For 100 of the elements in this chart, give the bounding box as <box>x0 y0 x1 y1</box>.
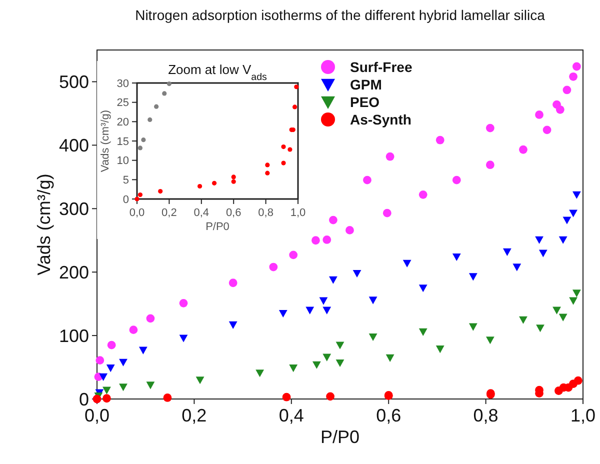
point <box>336 359 344 368</box>
point <box>368 296 378 304</box>
x-tick-label: 0,8 <box>258 206 274 219</box>
point <box>292 104 298 110</box>
point <box>382 208 392 218</box>
x-tick-label: 0,6 <box>226 206 242 219</box>
point <box>536 324 544 332</box>
point <box>154 104 159 109</box>
point <box>146 382 155 390</box>
x-tick-label: 0,0 <box>129 206 145 219</box>
point <box>96 356 104 364</box>
point <box>538 250 548 258</box>
y-tick-label: 100 <box>58 326 89 346</box>
point <box>146 314 155 323</box>
point <box>386 152 394 161</box>
y-tick-label: 500 <box>58 72 89 92</box>
legend-label: As-Synth <box>350 111 412 128</box>
point <box>322 236 332 244</box>
point <box>336 342 344 350</box>
point <box>352 270 362 278</box>
point <box>306 306 314 314</box>
chart-title: Zoom at low V$_{ads}$ <box>168 62 268 82</box>
point <box>542 126 552 134</box>
x-tick-label: 0,4 <box>278 405 304 426</box>
point <box>326 392 334 401</box>
point <box>163 394 172 402</box>
point <box>179 334 188 342</box>
point <box>558 236 568 244</box>
point <box>346 226 354 234</box>
point <box>418 190 428 199</box>
legend-label: Surf-Free <box>350 58 412 75</box>
point <box>322 306 332 314</box>
legend-label: PEO <box>350 94 380 110</box>
x-axis-title: P/P0 <box>320 427 360 448</box>
point <box>486 124 494 132</box>
point <box>179 298 188 308</box>
x-tick-label: 1,0 <box>570 405 596 426</box>
point <box>552 306 561 314</box>
point <box>486 336 494 344</box>
point <box>436 346 444 354</box>
point <box>99 373 108 381</box>
point <box>452 176 461 184</box>
point <box>278 310 288 318</box>
point <box>418 284 428 292</box>
point <box>281 160 286 166</box>
x-tick-label: 0,4 <box>194 206 210 219</box>
point <box>322 354 332 362</box>
point <box>368 333 378 342</box>
point <box>256 370 264 378</box>
point <box>138 192 143 198</box>
y-axis-title: Vads (cm³/g) <box>99 110 112 172</box>
point <box>502 248 512 256</box>
point <box>436 136 444 144</box>
y-tick-label: 15 <box>116 136 129 148</box>
point <box>138 146 143 150</box>
point <box>558 314 568 322</box>
x-tick-label: 1,0 <box>290 206 306 219</box>
x-tick-label: 0,8 <box>473 405 498 426</box>
point <box>312 361 321 369</box>
point <box>228 278 238 288</box>
y-tick-label: 300 <box>58 198 89 219</box>
point <box>212 180 217 186</box>
point <box>574 376 582 385</box>
point <box>102 394 111 403</box>
point <box>138 346 148 354</box>
x-tick-label: 0,2 <box>182 405 207 426</box>
point <box>102 386 111 394</box>
point <box>197 184 202 189</box>
x-axis-title: P/P0 <box>206 220 230 233</box>
point <box>402 260 412 268</box>
y-tick-label: 25 <box>116 97 129 110</box>
y-tick-label: 10 <box>116 155 129 168</box>
point <box>312 236 320 245</box>
point <box>106 364 115 372</box>
y-tick-label: 200 <box>58 262 89 282</box>
point <box>319 297 328 305</box>
point <box>281 144 286 150</box>
point <box>119 384 128 392</box>
chart-title: Nitrogen adsorption isotherms of the different hybrid lamellar silica <box>135 7 546 23</box>
point <box>158 188 163 194</box>
point <box>166 81 172 86</box>
point <box>468 323 478 331</box>
y-tick-label: 5 <box>122 174 129 187</box>
point <box>519 145 528 154</box>
point <box>363 176 372 184</box>
point <box>562 216 572 224</box>
x-tick-label: 0,2 <box>162 206 177 219</box>
point <box>269 262 278 272</box>
point <box>512 264 522 272</box>
y-tick-label: 400 <box>58 135 89 156</box>
point <box>328 216 338 224</box>
point <box>228 321 238 329</box>
point <box>569 297 578 305</box>
x-tick-label: 0,6 <box>376 405 402 426</box>
point <box>572 290 581 298</box>
y-tick-label: 20 <box>116 116 129 129</box>
point <box>572 62 581 71</box>
point <box>569 72 578 81</box>
point <box>535 236 544 244</box>
point <box>328 276 338 284</box>
